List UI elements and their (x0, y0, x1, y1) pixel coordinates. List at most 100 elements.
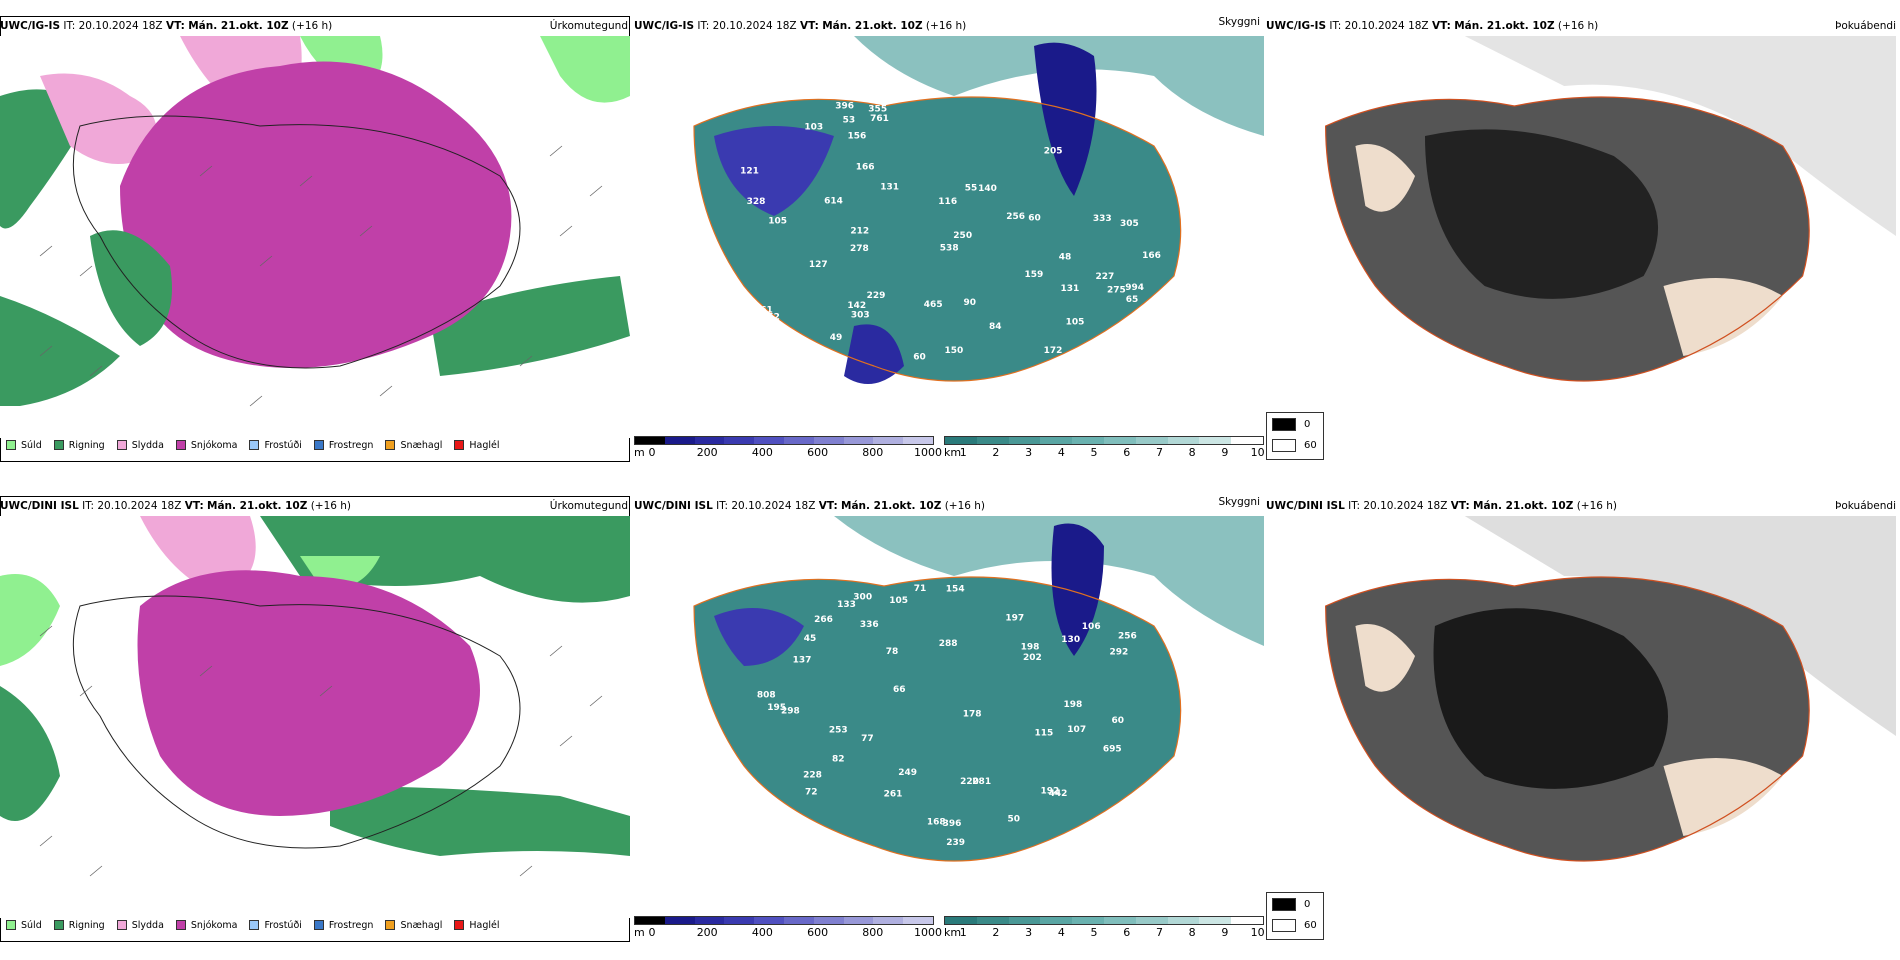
ceiling-value-label: 212 (850, 226, 869, 236)
legend-label: Haglél (469, 439, 500, 451)
model-name: UWC/DINI ISL (0, 500, 79, 512)
ceiling-value-label: 192 (1041, 787, 1060, 797)
colorbar-segment (694, 917, 725, 924)
colorbar-segment (724, 917, 755, 924)
colorbar-segment (843, 437, 874, 444)
legend-swatch (175, 440, 186, 450)
panel-title: Þokuábendi (1835, 500, 1896, 512)
colorbar-segment (1040, 917, 1073, 924)
ceiling-value-label: 266 (814, 615, 833, 625)
visibility-unit-label: km (944, 446, 962, 459)
legend-label: Slydda (131, 919, 164, 931)
fog-index-panel: UWC/DINI ISL IT: 20.10.2024 18Z VT: Mán.… (1266, 480, 1900, 960)
ceiling-value-label: 115 (1035, 729, 1054, 739)
legend-item-rigning: Rigning (53, 920, 105, 931)
ceiling-value-label: 150 (945, 346, 964, 356)
fog-legend-entry: 60 (1272, 919, 1317, 932)
ceiling-colorbar: m 0 200 400 600 800 1000 (634, 436, 942, 459)
ceiling-value-label: 336 (860, 620, 879, 630)
colorbar-tick-label: 6 (1123, 926, 1131, 939)
ceiling-value-label: 166 (856, 162, 875, 172)
fog-legend-label: 0 (1304, 419, 1311, 430)
precip-legend: Súld Rigning Slydda Snjókoma Frostúði Fr… (6, 916, 500, 934)
legend-label: Frostúði (264, 919, 302, 931)
colorbar-tick-label: 9 (1221, 926, 1229, 939)
colorbar-tick-label: 10 (1250, 926, 1265, 939)
legend-item-snjokoma: Snjókoma (175, 440, 237, 451)
legend-swatch (116, 920, 127, 930)
ceiling-value-label: 396 (835, 102, 854, 112)
ceiling-value-label: 396 (943, 819, 962, 829)
fog-map[interactable] (1266, 36, 1896, 438)
colorbar-tick-label: 1000 (914, 926, 942, 939)
ceiling-value-label: 140 (978, 184, 997, 194)
colorbar-segment (843, 917, 874, 924)
fog-index-panel: UWC/IG-IS IT: 20.10.2024 18Z VT: Mán. 21… (1266, 0, 1900, 480)
model-name: UWC/IG-IS (634, 20, 695, 32)
colorbar-tick-label: 2 (992, 446, 1000, 459)
ceiling-value-label: 45 (804, 634, 817, 644)
visibility-map[interactable]: 228 115 133 105 72 60 45 71 66 50 107 195 281 261 292 2… (634, 516, 1264, 918)
ceiling-value-label: 131 (1061, 284, 1080, 294)
ceiling-value-label: 53 (843, 116, 856, 126)
ceiling-value-label: 250 (953, 231, 972, 241)
legend-item-slydda: Slydda (116, 919, 164, 931)
ceiling-value-label: 328 (747, 197, 766, 207)
colorbar-segment (873, 917, 904, 924)
visibility-panel: UWC/IG-IS IT: 20.10.2024 18Z VT: Mán. 21… (634, 0, 1265, 480)
legend-swatch (6, 440, 16, 450)
legend-label: Frostregn (328, 439, 374, 451)
lead-time: (+16 h) (1557, 20, 1599, 32)
legend-item-frostudi: Frostúði (249, 919, 302, 931)
ceiling-value-label: 355 (868, 104, 887, 114)
ceiling-value-label: 60 (1112, 716, 1125, 726)
fog-legend-entry: 0 (1272, 898, 1310, 911)
ceiling-value-label: 538 (940, 244, 959, 254)
ceiling-value-label: 178 (963, 709, 982, 719)
ceiling-value-label: 198 (1064, 700, 1083, 710)
legend-swatch (313, 440, 324, 450)
ceiling-value-label: 303 (851, 310, 870, 320)
colorbar-segment (903, 917, 933, 924)
colorbar-tick-label: 2 (992, 926, 1000, 939)
it-value: 20.10.2024 18Z (78, 20, 163, 32)
colorbar-tick-label: 7 (1155, 446, 1163, 459)
legend-label: Frostregn (328, 919, 374, 931)
model-name: UWC/DINI ISL (634, 500, 713, 512)
it-label: IT: (82, 500, 95, 512)
visibility-map[interactable]: 166 142 90 227 84 156 48 105 131 140 328 116 103 60 61… (634, 36, 1264, 438)
colorbar-segment (873, 437, 904, 444)
vt-label: VT: (799, 20, 819, 32)
vt-label: VT: (184, 500, 204, 512)
ceiling-value-label: 127 (809, 260, 828, 270)
panel-title: Úrkomutegund (549, 500, 628, 512)
colorbar-tick-label: 600 (807, 446, 829, 459)
vt-value: Mán. 21.okt. 10Z (822, 20, 923, 32)
precip-map[interactable] (0, 516, 630, 918)
precip-map[interactable] (0, 36, 630, 438)
ceiling-value-label: 695 (1103, 745, 1122, 755)
legend-item-frostregn: Frostregn (313, 919, 374, 931)
ceiling-value-label: 78 (886, 647, 899, 657)
ceiling-unit-label: m (634, 926, 645, 939)
vt-label: VT: (1450, 500, 1470, 512)
ceiling-value-label: 49 (830, 333, 843, 343)
ceiling-value-label: 298 (781, 706, 800, 716)
legend-swatch (313, 920, 324, 930)
ceiling-value-label: 168 (927, 818, 946, 828)
colorbar-segment (1040, 437, 1073, 444)
fog-swatch (1272, 919, 1296, 932)
ceiling-value-label: 105 (889, 596, 908, 606)
ceiling-value-label: 333 (1093, 214, 1112, 224)
legend-label: Slydda (131, 439, 164, 451)
ceiling-value-label: 198 (1021, 643, 1040, 653)
ceiling-value-label: 90 (964, 298, 977, 308)
vt-label: VT: (1431, 20, 1451, 32)
colorbar-segment (1199, 917, 1232, 924)
panel-header: UWC/IG-IS IT: 20.10.2024 18Z VT: Mán. 21… (0, 20, 632, 36)
vt-value: Mán. 21.okt. 10Z (1454, 20, 1555, 32)
fog-legend-label: 60 (1304, 440, 1317, 451)
panel-header: UWC/DINI ISL IT: 20.10.2024 18Z VT: Mán.… (0, 500, 632, 516)
fog-map[interactable] (1266, 516, 1896, 918)
colorbar-tick-label: 400 (751, 926, 773, 939)
